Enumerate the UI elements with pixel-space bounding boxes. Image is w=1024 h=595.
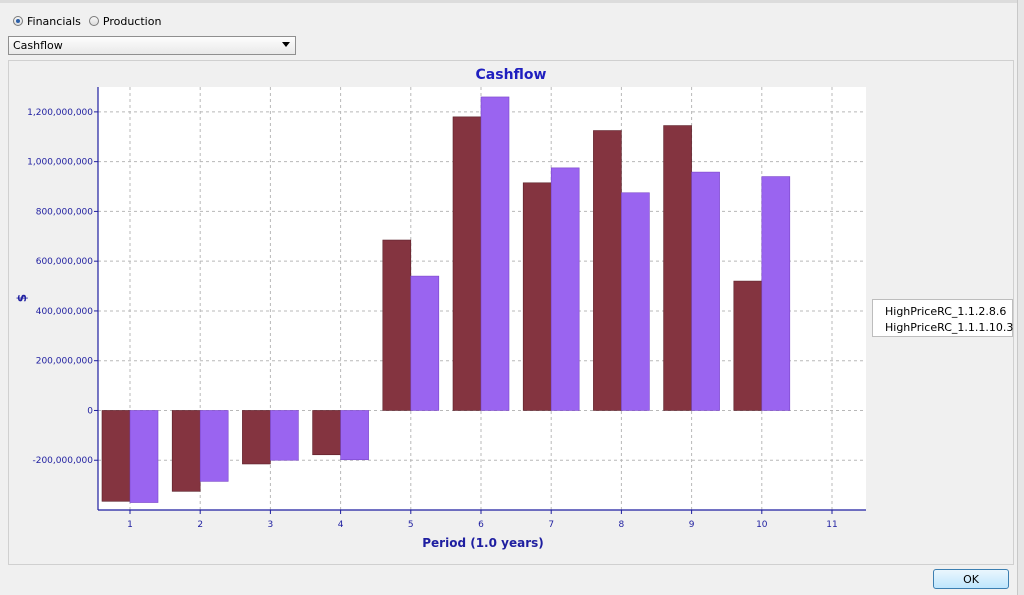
legend-label-series-2: HighPriceRC_1.1.1.10.3 (885, 320, 1014, 334)
legend-item-series-2: HighPriceRC_1.1.1.10.3 (879, 319, 1013, 335)
bar-series-2-period-3 (270, 410, 299, 461)
bar-series-2-period-9 (691, 171, 720, 411)
y-tick-label: -200,000,000 (32, 456, 93, 466)
bar-series-1-period-6 (452, 116, 482, 411)
radio-production-indicator[interactable] (88, 16, 99, 26)
y-tick-label: 0 (87, 406, 93, 416)
bar-series-1-period-8 (593, 130, 622, 411)
x-tick-label: 3 (268, 520, 274, 530)
bar-series-2-period-4 (340, 410, 369, 461)
radio-production[interactable]: Production (88, 14, 162, 28)
bar-series-2-period-5 (410, 275, 440, 411)
window-top-edge (0, 0, 1024, 3)
x-axis-label: Period (1.0 years) (422, 536, 544, 550)
chart-title: Cashflow (476, 67, 547, 83)
bar-series-2-period-6 (480, 96, 510, 411)
y-axis-label: $ (15, 294, 29, 302)
y-tick-label: 400,000,000 (36, 307, 94, 317)
radio-financials[interactable]: Financials (13, 15, 81, 28)
chart-legend: HighPriceRC_1.1.2.8.6 HighPriceRC_1.1.1.… (872, 299, 1013, 337)
radio-financials-label: Financials (27, 14, 81, 28)
window-right-edge (1017, 0, 1024, 595)
x-tick-label: 4 (338, 520, 344, 530)
bar-series-2-period-2 (199, 410, 229, 482)
x-tick-label: 1 (127, 520, 133, 530)
bar-series-2-period-8 (621, 192, 650, 411)
bar-series-2-period-7 (550, 167, 580, 411)
y-tick-label: 200,000,000 (36, 357, 94, 367)
y-tick-label: 800,000,000 (36, 207, 94, 217)
y-tick-label: 600,000,000 (36, 257, 94, 267)
legend-item-series-1: HighPriceRC_1.1.2.8.6 (879, 303, 1006, 319)
y-tick-label: 1,200,000,000 (27, 108, 93, 118)
x-tick-label: 6 (478, 520, 484, 530)
x-tick-label: 7 (548, 520, 554, 530)
bar-series-2-period-1 (129, 410, 159, 503)
bar-series-1-period-1 (101, 410, 131, 502)
view-mode-radio-group: Financials Production (13, 13, 169, 29)
report-type-value: Cashflow (13, 39, 63, 52)
x-tick-label: 10 (756, 520, 768, 530)
x-tick-label: 11 (826, 520, 837, 530)
bar-series-2-period-10 (761, 176, 791, 411)
legend-label-series-1: HighPriceRC_1.1.2.8.6 (885, 304, 1007, 318)
bar-series-1-period-4 (312, 410, 341, 456)
radio-production-label: Production (102, 14, 162, 28)
report-type-dropdown[interactable]: Cashflow (8, 36, 296, 55)
bar-series-1-period-5 (382, 239, 412, 411)
radio-financials-indicator[interactable] (13, 16, 23, 26)
x-tick-label: 2 (197, 520, 203, 530)
x-tick-label: 8 (619, 520, 625, 530)
bar-series-1-period-2 (171, 410, 201, 492)
bar-series-1-period-9 (663, 125, 692, 411)
bar-series-1-period-3 (242, 410, 271, 465)
x-tick-label: 5 (408, 520, 414, 530)
y-tick-label: 1,000,000,000 (27, 158, 93, 168)
bar-series-1-period-7 (522, 182, 552, 411)
ok-button[interactable]: OK (933, 569, 1009, 589)
x-tick-label: 9 (689, 520, 695, 530)
bar-series-1-period-10 (733, 280, 763, 411)
chevron-down-icon[interactable] (282, 42, 290, 47)
